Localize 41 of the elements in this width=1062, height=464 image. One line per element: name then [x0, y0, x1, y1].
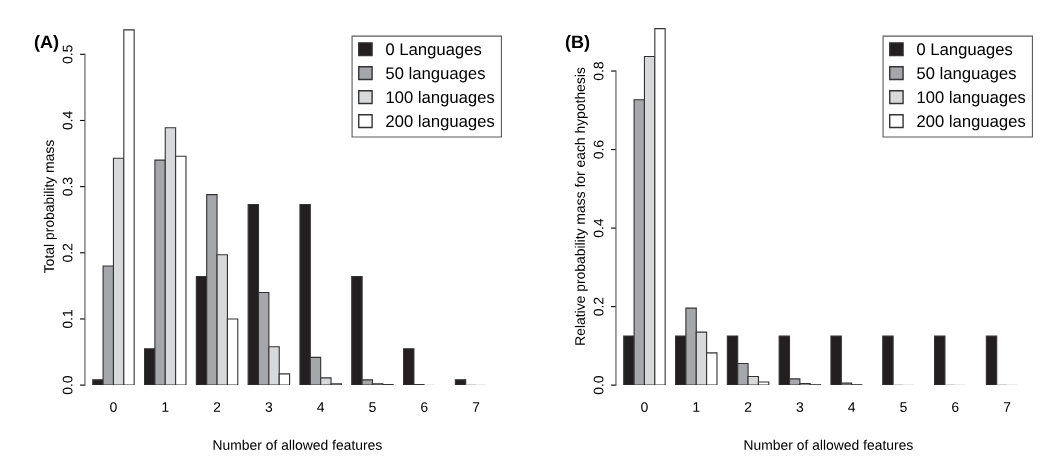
x-tick-label: 5: [900, 402, 907, 412]
x-tick-label: 1: [693, 402, 700, 412]
y-tick-label: 0.6: [593, 140, 604, 159]
legend-label: 200 languages: [386, 114, 495, 131]
y-axis-title: Total probability mass: [43, 140, 57, 273]
x-tick-label: 6: [421, 402, 428, 412]
y-tick-label: 0.3: [62, 177, 73, 196]
legend-label: 100 languages: [386, 90, 495, 107]
y-tick-label: 0.4: [593, 218, 604, 238]
legend-label: 0 Languages: [917, 43, 1013, 59]
x-tick-label: 2: [744, 402, 752, 412]
x-tick-label: 3: [796, 402, 804, 412]
y-tick-label: 0.0: [62, 376, 73, 395]
y-tick-label: 0.4: [62, 111, 73, 130]
x-axis-title: Number of allowed features: [213, 439, 382, 450]
legend-label: 50 languages: [386, 66, 485, 83]
x-tick-label: 4: [848, 402, 856, 412]
y-tick-label: 0.2: [62, 243, 73, 262]
chart-title: (B): [565, 34, 590, 52]
legend-label: 200 languages: [917, 114, 1026, 131]
y-tick-label: 0.8: [593, 61, 604, 81]
legend-label: 50 languages: [917, 66, 1016, 83]
x-tick-label: 7: [472, 402, 480, 412]
x-tick-label: 0: [110, 402, 117, 412]
x-tick-label: 3: [265, 402, 273, 412]
y-tick-label: 0.5: [62, 45, 73, 64]
y-axis-title: Relative probability mass for each hypothesis: [574, 67, 588, 345]
y-tick-label: 0.0: [593, 376, 604, 395]
x-tick-label: 1: [162, 402, 169, 412]
y-tick-label: 0.1: [62, 309, 73, 329]
x-axis-title: Number of allowed features: [744, 439, 913, 450]
x-tick-label: 4: [317, 402, 325, 412]
y-tick-label: 0.2: [593, 297, 604, 316]
chart-title: (A): [34, 34, 59, 52]
x-tick-label: 7: [1003, 402, 1011, 412]
x-tick-label: 0: [641, 402, 648, 412]
x-tick-label: 5: [369, 402, 376, 412]
x-tick-label: 2: [213, 402, 221, 412]
x-tick-label: 6: [952, 402, 959, 412]
legend-label: 0 Languages: [386, 43, 482, 59]
legend-label: 100 languages: [917, 90, 1026, 107]
